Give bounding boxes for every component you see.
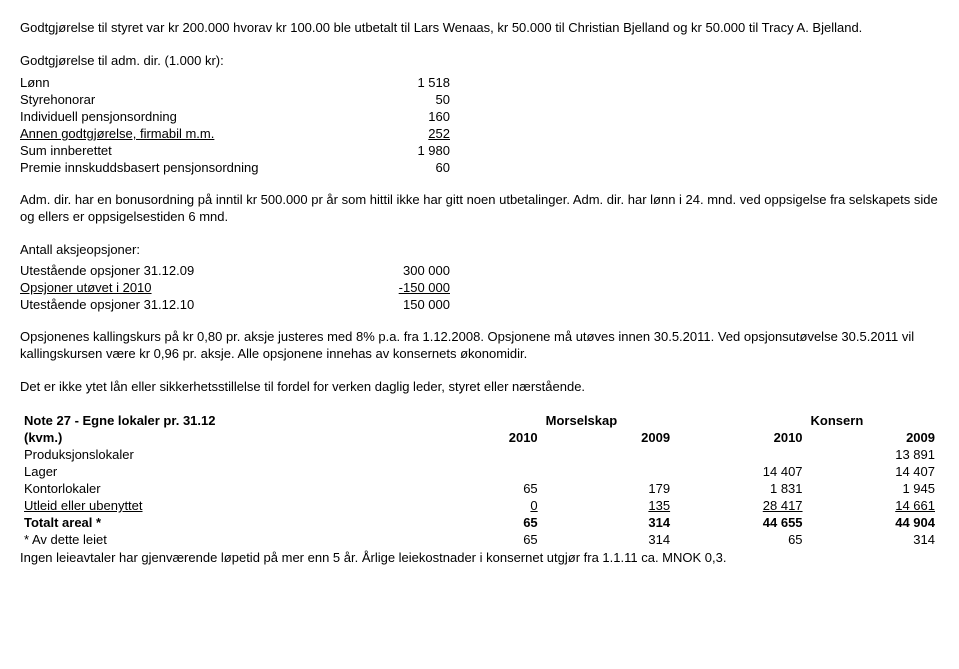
row-label: Annen godtgjørelse, firmabil m.m. — [20, 125, 360, 142]
note27-group-mor: Morselskap — [542, 412, 674, 429]
note27-title: Note 27 - Egne lokaler pr. 31.12 — [20, 412, 409, 429]
note27-year-2: 2010 — [674, 429, 806, 446]
row-value: 160 — [360, 108, 450, 125]
note27-cell: 0 — [409, 497, 541, 514]
note27-cell: 1 831 — [674, 480, 806, 497]
note27-cell: 28 417 — [674, 497, 806, 514]
note27-cell: 179 — [542, 480, 674, 497]
options-table: Utestående opsjoner 31.12.09300 000Opsjo… — [20, 262, 450, 313]
loan-paragraph: Det er ikke ytet lån eller sikkerhetssti… — [20, 379, 939, 396]
note27-cell: 1 945 — [807, 480, 939, 497]
note27-leased-0: 65 — [409, 531, 541, 548]
note27-leased-label: * Av dette leiet — [20, 531, 409, 548]
note27-footer: Ingen leieavtaler har gjenværende løpeti… — [20, 550, 939, 567]
note27-total-2: 44 655 — [674, 514, 806, 531]
row-label: Utestående opsjoner 31.12.10 — [20, 296, 360, 313]
note27-cell: 14 407 — [807, 463, 939, 480]
intro-paragraph-1: Godtgjørelse til styret var kr 200.000 h… — [20, 20, 939, 37]
note27-leased-3: 314 — [807, 531, 939, 548]
options-title: Antall aksjeopsjoner: — [20, 242, 939, 259]
row-value: 150 000 — [360, 296, 450, 313]
row-label: Opsjoner utøvet i 2010 — [20, 279, 360, 296]
note27-year-0: 2010 — [409, 429, 541, 446]
note27-cell: 65 — [409, 480, 541, 497]
note27-cell — [542, 463, 674, 480]
note27-table: Note 27 - Egne lokaler pr. 31.12 Morsels… — [20, 412, 939, 548]
row-value: 300 000 — [360, 262, 450, 279]
bonus-paragraph: Adm. dir. har en bonusordning på inntil … — [20, 192, 939, 226]
row-label: Utestående opsjoner 31.12.09 — [20, 262, 360, 279]
note27-leased-1: 314 — [542, 531, 674, 548]
row-label: Lønn — [20, 74, 360, 91]
row-label: Sum innberettet — [20, 142, 360, 159]
intro-paragraph-2: Godtgjørelse til adm. dir. (1.000 kr): — [20, 53, 939, 70]
options-paragraph: Opsjonenes kallingskurs på kr 0,80 pr. a… — [20, 329, 939, 363]
note27-row-label: Produksjonslokaler — [20, 446, 409, 463]
compensation-table: Lønn1 518Styrehonorar50Individuell pensj… — [20, 74, 450, 176]
note27-row-label: Kontorlokaler — [20, 480, 409, 497]
note27-cell — [542, 446, 674, 463]
note27-cell: 135 — [542, 497, 674, 514]
note27-cell — [674, 446, 806, 463]
row-value: 252 — [360, 125, 450, 142]
note27-group-kon: Konsern — [807, 412, 939, 429]
note27-total-0: 65 — [409, 514, 541, 531]
row-value: 1 980 — [360, 142, 450, 159]
note27-row-label: Lager — [20, 463, 409, 480]
note27-year-1: 2009 — [542, 429, 674, 446]
row-value: -150 000 — [360, 279, 450, 296]
row-value: 50 — [360, 91, 450, 108]
note27-total-1: 314 — [542, 514, 674, 531]
note27-row-label: Utleid eller ubenyttet — [20, 497, 409, 514]
note27-cell — [409, 463, 541, 480]
row-value: 1 518 — [360, 74, 450, 91]
note27-year-3: 2009 — [807, 429, 939, 446]
row-value: 60 — [360, 159, 450, 176]
row-label: Premie innskuddsbasert pensjonsordning — [20, 159, 360, 176]
row-label: Individuell pensjonsordning — [20, 108, 360, 125]
note27-unit: (kvm.) — [20, 429, 409, 446]
note27-cell: 14 407 — [674, 463, 806, 480]
note27-cell — [409, 446, 541, 463]
note27-total-3: 44 904 — [807, 514, 939, 531]
note27-cell: 14 661 — [807, 497, 939, 514]
note27-total-label: Totalt areal * — [20, 514, 409, 531]
row-label: Styrehonorar — [20, 91, 360, 108]
note27-leased-2: 65 — [674, 531, 806, 548]
note27-cell: 13 891 — [807, 446, 939, 463]
